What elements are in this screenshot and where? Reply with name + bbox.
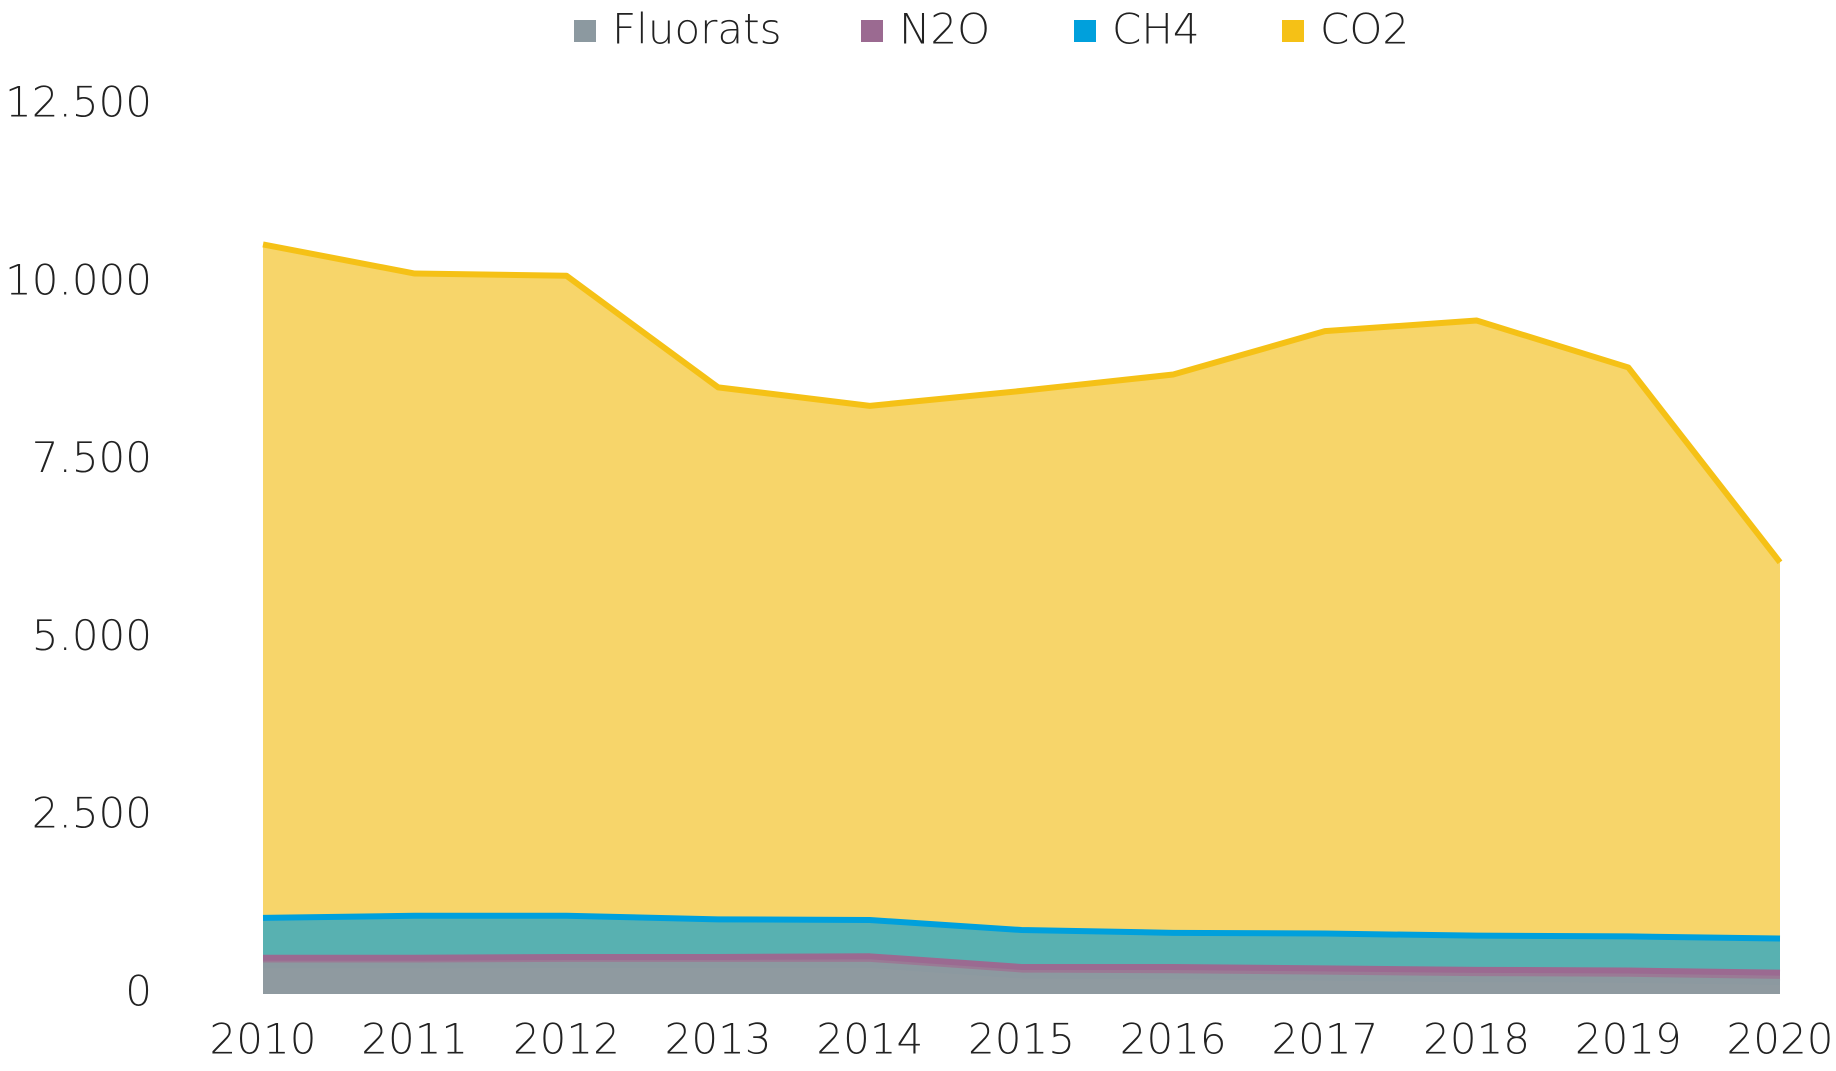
area-line <box>263 953 1781 976</box>
legend-label: N2O <box>899 5 990 54</box>
area-fill <box>263 915 1780 973</box>
area-fill <box>263 964 1780 994</box>
x-tick-label: 2012 <box>513 1015 620 1064</box>
y-tick-label: 0 <box>125 967 152 1016</box>
legend-swatch <box>574 20 596 42</box>
area-line <box>262 241 1783 565</box>
x-tick-label: 2010 <box>210 1015 317 1064</box>
area-fill <box>263 244 1780 939</box>
y-tick-label: 5.000 <box>32 611 152 660</box>
y-tick-label: 2.500 <box>32 789 152 838</box>
x-tick-label: 2019 <box>1575 1015 1682 1064</box>
y-tick-label: 12.500 <box>5 78 152 127</box>
legend-label: CO2 <box>1320 5 1409 54</box>
legend-label: Fluorats <box>612 5 782 54</box>
x-tick-label: 2017 <box>1271 1015 1378 1064</box>
x-tick-label: 2016 <box>1120 1015 1227 1064</box>
legend-label: CH4 <box>1112 5 1200 54</box>
area-line <box>262 912 1781 942</box>
legend-swatch <box>861 20 883 42</box>
x-tick-label: 2020 <box>1727 1015 1834 1064</box>
area-line <box>263 961 1781 985</box>
x-tick-label: 2018 <box>1423 1015 1530 1064</box>
legend-swatch <box>1282 20 1304 42</box>
legend-swatch <box>1074 20 1096 42</box>
y-tick-label: 10.000 <box>5 255 152 304</box>
x-tick-label: 2014 <box>816 1015 923 1064</box>
y-tick-label: 7.500 <box>32 433 152 482</box>
x-tick-label: 2011 <box>361 1015 468 1064</box>
x-tick-label: 2013 <box>665 1015 772 1064</box>
x-tick-label: 2015 <box>968 1015 1075 1064</box>
